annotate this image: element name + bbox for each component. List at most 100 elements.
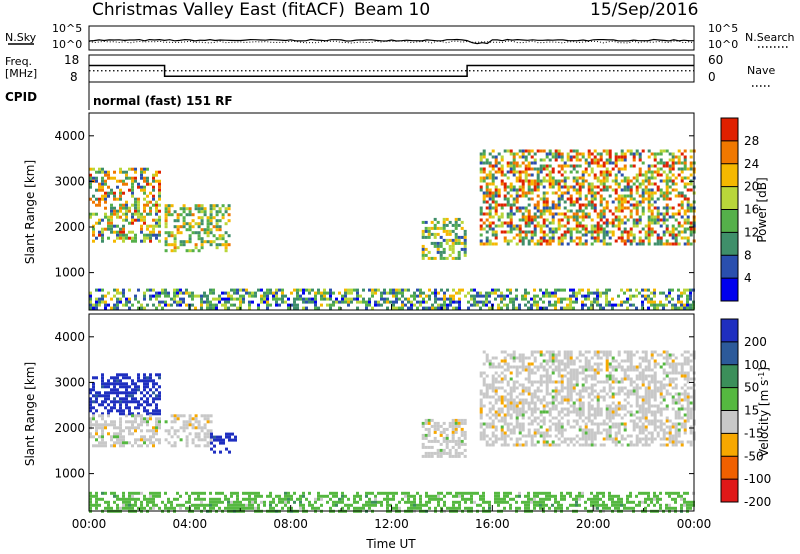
- echo-cell: [512, 350, 516, 354]
- echo-cell: [140, 435, 143, 439]
- echo-cell: [131, 215, 134, 219]
- echo-cell: [500, 434, 504, 438]
- echo-cell: [110, 203, 113, 207]
- echo-cell: [104, 182, 107, 186]
- echo-cell: [488, 224, 492, 228]
- echo-cell: [125, 503, 128, 507]
- echo-cell: [539, 239, 543, 243]
- echo-cell: [557, 401, 561, 405]
- echo-cell: [290, 494, 293, 498]
- echo-cell: [674, 239, 678, 243]
- echo-cell: [500, 371, 504, 375]
- echo-cell: [665, 188, 669, 192]
- echo-cell: [566, 401, 570, 405]
- echo-cell: [632, 365, 636, 369]
- echo-cell: [164, 288, 167, 292]
- echo-cell: [506, 221, 510, 225]
- echo-cell: [131, 379, 134, 383]
- echo-cell: [512, 300, 515, 304]
- echo-cell: [445, 217, 449, 221]
- echo-cell: [146, 376, 149, 380]
- echo-cell: [578, 158, 582, 162]
- echo-cell: [593, 297, 596, 301]
- station-title: Christmas Valley East (fitACF): [92, 0, 345, 20]
- echo-cell: [626, 236, 630, 240]
- echo-cell: [632, 158, 636, 162]
- echo-cell: [638, 440, 642, 444]
- echo-cell: [158, 412, 161, 416]
- echo-cell: [602, 239, 606, 243]
- echo-cell: [581, 303, 584, 307]
- echo-cell: [539, 362, 543, 366]
- echo-cell: [557, 422, 561, 426]
- echo-cell: [689, 161, 693, 165]
- echo-cell: [451, 250, 455, 254]
- echo-cell: [122, 397, 125, 401]
- echo-cell: [488, 422, 492, 426]
- echo-cell: [308, 297, 311, 301]
- echo-cell: [653, 306, 656, 310]
- echo-cell: [140, 379, 143, 383]
- echo-cell: [515, 164, 519, 168]
- echo-cell: [665, 303, 668, 307]
- echo-cell: [500, 350, 504, 354]
- echo-cell: [530, 239, 534, 243]
- echo-cell: [137, 306, 140, 310]
- echo-cell: [581, 413, 585, 417]
- echo-cell: [581, 182, 585, 186]
- echo-cell: [539, 215, 543, 219]
- echo-cell: [647, 398, 651, 402]
- echo-cell: [407, 297, 410, 301]
- echo-cell: [119, 291, 122, 295]
- echo-cell: [374, 503, 377, 507]
- echo-cell: [656, 152, 660, 156]
- echo-cell: [623, 176, 627, 180]
- echo-cell: [617, 401, 621, 405]
- echo-cell: [521, 365, 525, 369]
- echo-cell: [554, 428, 558, 432]
- echo-cell: [89, 215, 92, 219]
- echo-cell: [503, 374, 507, 378]
- echo-cell: [421, 232, 425, 236]
- echo-cell: [599, 395, 603, 399]
- echo-cell: [644, 443, 648, 447]
- echo-cell: [200, 204, 204, 208]
- echo-cell: [524, 377, 528, 381]
- echo-cell: [125, 420, 128, 424]
- echo-cell: [158, 239, 161, 243]
- echo-cell: [647, 407, 651, 411]
- echo-cell: [686, 206, 690, 210]
- echo-cell: [485, 434, 489, 438]
- echo-cell: [407, 288, 410, 292]
- echo-cell: [554, 191, 558, 195]
- echo-cell: [176, 497, 179, 501]
- echo-cell: [635, 392, 639, 396]
- echo-cell: [584, 368, 588, 372]
- echo-cell: [650, 221, 654, 225]
- echo-cell: [110, 191, 113, 195]
- echo-cell: [491, 155, 495, 159]
- echo-cell: [509, 431, 513, 435]
- echo-cell: [509, 413, 513, 417]
- echo-cell: [536, 200, 540, 204]
- echo-cell: [686, 297, 689, 301]
- echo-cell: [569, 149, 573, 153]
- echo-cell: [143, 441, 146, 445]
- echo-cell: [485, 303, 488, 307]
- echo-cell: [314, 300, 317, 304]
- echo-cell: [599, 194, 603, 198]
- echo-cell: [614, 158, 618, 162]
- echo-cell: [596, 291, 599, 295]
- echo-cell: [131, 203, 134, 207]
- echo-cell: [647, 239, 651, 243]
- echo-cell: [281, 291, 284, 295]
- echo-cell: [497, 188, 501, 192]
- echo-cell: [539, 158, 543, 162]
- echo-cell: [617, 170, 621, 174]
- echo-cell: [101, 394, 104, 398]
- echo-cell: [686, 380, 690, 384]
- echo-cell: [134, 218, 137, 222]
- echo-cell: [677, 288, 680, 292]
- echo-cell: [107, 432, 110, 436]
- echo-cell: [503, 413, 507, 417]
